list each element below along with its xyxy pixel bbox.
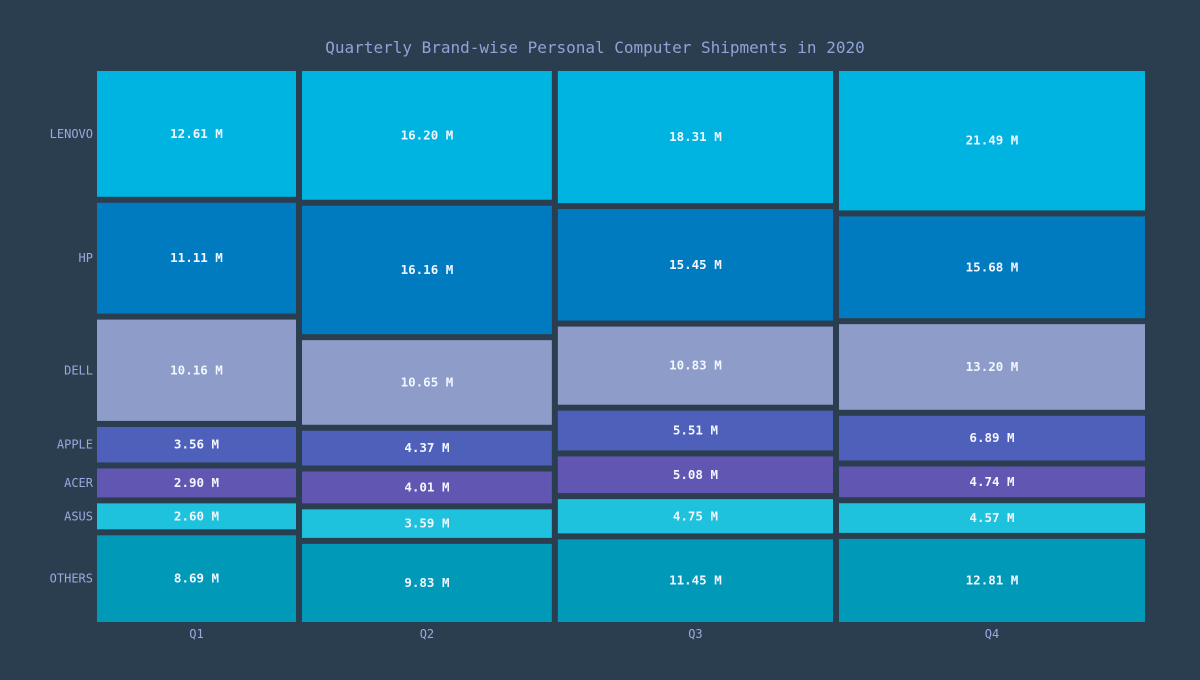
value-label-apple-q1: 3.56 M xyxy=(174,437,219,452)
tile-asus-q3[interactable] xyxy=(557,499,833,534)
tile-asus-q1[interactable] xyxy=(97,503,297,530)
tile-dell-q2[interactable] xyxy=(302,340,552,425)
tile-others-q4[interactable] xyxy=(839,538,1145,622)
column-labels: Q1 Q2 Q3 Q4 xyxy=(189,627,999,641)
column-label-q1: Q1 xyxy=(189,627,203,641)
value-label-hp-q3: 15.45 M xyxy=(669,257,722,272)
chart-title: Quarterly Brand-wise Personal Computer S… xyxy=(325,38,864,57)
value-label-dell-q2: 10.65 M xyxy=(401,374,454,389)
tile-asus-q2[interactable] xyxy=(302,509,552,538)
value-label-apple-q2: 4.37 M xyxy=(404,440,449,455)
tile-hp-q3[interactable] xyxy=(557,209,833,321)
row-label-apple: APPLE xyxy=(57,438,93,452)
value-label-others-q4: 12.81 M xyxy=(966,572,1019,587)
tiles: 12.61 M 11.11 M 10.16 M 3.56 M 2.90 M 2.60 M 8… xyxy=(97,71,1145,622)
row-label-dell: DELL xyxy=(64,363,93,377)
tile-asus-q4[interactable] xyxy=(839,503,1145,533)
row-label-acer: ACER xyxy=(64,476,94,490)
tile-lenovo-q4[interactable] xyxy=(839,71,1145,211)
row-label-lenovo: LENOVO xyxy=(50,127,93,141)
tile-dell-q4[interactable] xyxy=(839,324,1145,410)
value-label-hp-q4: 15.68 M xyxy=(966,259,1019,274)
value-label-apple-q4: 6.89 M xyxy=(969,430,1014,445)
tile-hp-q1[interactable] xyxy=(97,202,297,314)
column-label-q2: Q2 xyxy=(420,627,434,641)
tile-acer-q1[interactable] xyxy=(97,468,297,498)
value-label-apple-q3: 5.51 M xyxy=(673,423,718,438)
column-label-q3: Q3 xyxy=(688,627,702,641)
column-label-q4: Q4 xyxy=(985,627,999,641)
value-label-asus-q1: 2.60 M xyxy=(174,508,219,523)
value-label-lenovo-q4: 21.49 M xyxy=(966,133,1019,148)
tile-dell-q3[interactable] xyxy=(557,326,833,405)
tile-acer-q3[interactable] xyxy=(557,456,833,494)
value-label-dell-q4: 13.20 M xyxy=(966,359,1019,374)
tile-dell-q1[interactable] xyxy=(97,319,297,421)
value-label-acer-q3: 5.08 M xyxy=(673,467,718,482)
tile-hp-q2[interactable] xyxy=(302,205,552,335)
tile-acer-q2[interactable] xyxy=(302,471,552,504)
tile-apple-q4[interactable] xyxy=(839,415,1145,461)
tile-others-q3[interactable] xyxy=(557,539,833,622)
value-label-lenovo-q3: 18.31 M xyxy=(669,129,722,144)
tile-apple-q1[interactable] xyxy=(97,426,297,463)
tile-lenovo-q2[interactable] xyxy=(302,71,552,200)
value-label-hp-q2: 16.16 M xyxy=(401,262,454,277)
tile-apple-q3[interactable] xyxy=(557,410,833,451)
row-label-asus: ASUS xyxy=(64,509,93,523)
value-label-dell-q3: 10.83 M xyxy=(669,358,722,373)
value-label-asus-q2: 3.59 M xyxy=(404,516,449,531)
value-label-dell-q1: 10.16 M xyxy=(170,362,223,377)
value-label-lenovo-q1: 12.61 M xyxy=(170,126,223,141)
value-label-others-q3: 11.45 M xyxy=(669,573,722,588)
tile-lenovo-q1[interactable] xyxy=(97,71,297,197)
value-label-acer-q2: 4.01 M xyxy=(404,479,449,494)
row-label-others: OTHERS xyxy=(50,572,93,586)
tile-apple-q2[interactable] xyxy=(302,430,552,466)
value-label-acer-q1: 2.90 M xyxy=(174,475,219,490)
value-label-others-q1: 8.69 M xyxy=(174,571,219,586)
row-label-hp: HP xyxy=(79,251,93,265)
row-labels: LENOVO HP DELL APPLE ACER ASUS OTHERS xyxy=(50,127,94,586)
value-label-acer-q4: 4.74 M xyxy=(969,474,1014,489)
tile-acer-q4[interactable] xyxy=(839,466,1145,498)
value-label-asus-q3: 4.75 M xyxy=(673,508,718,523)
tile-lenovo-q3[interactable] xyxy=(557,71,833,204)
tile-hp-q4[interactable] xyxy=(839,216,1145,319)
value-label-others-q2: 9.83 M xyxy=(404,575,449,590)
value-label-lenovo-q2: 16.20 M xyxy=(401,127,454,142)
value-label-hp-q1: 11.11 M xyxy=(170,250,223,265)
tile-others-q1[interactable] xyxy=(97,535,297,622)
value-label-asus-q4: 4.57 M xyxy=(969,510,1014,525)
tile-others-q2[interactable] xyxy=(302,543,552,622)
